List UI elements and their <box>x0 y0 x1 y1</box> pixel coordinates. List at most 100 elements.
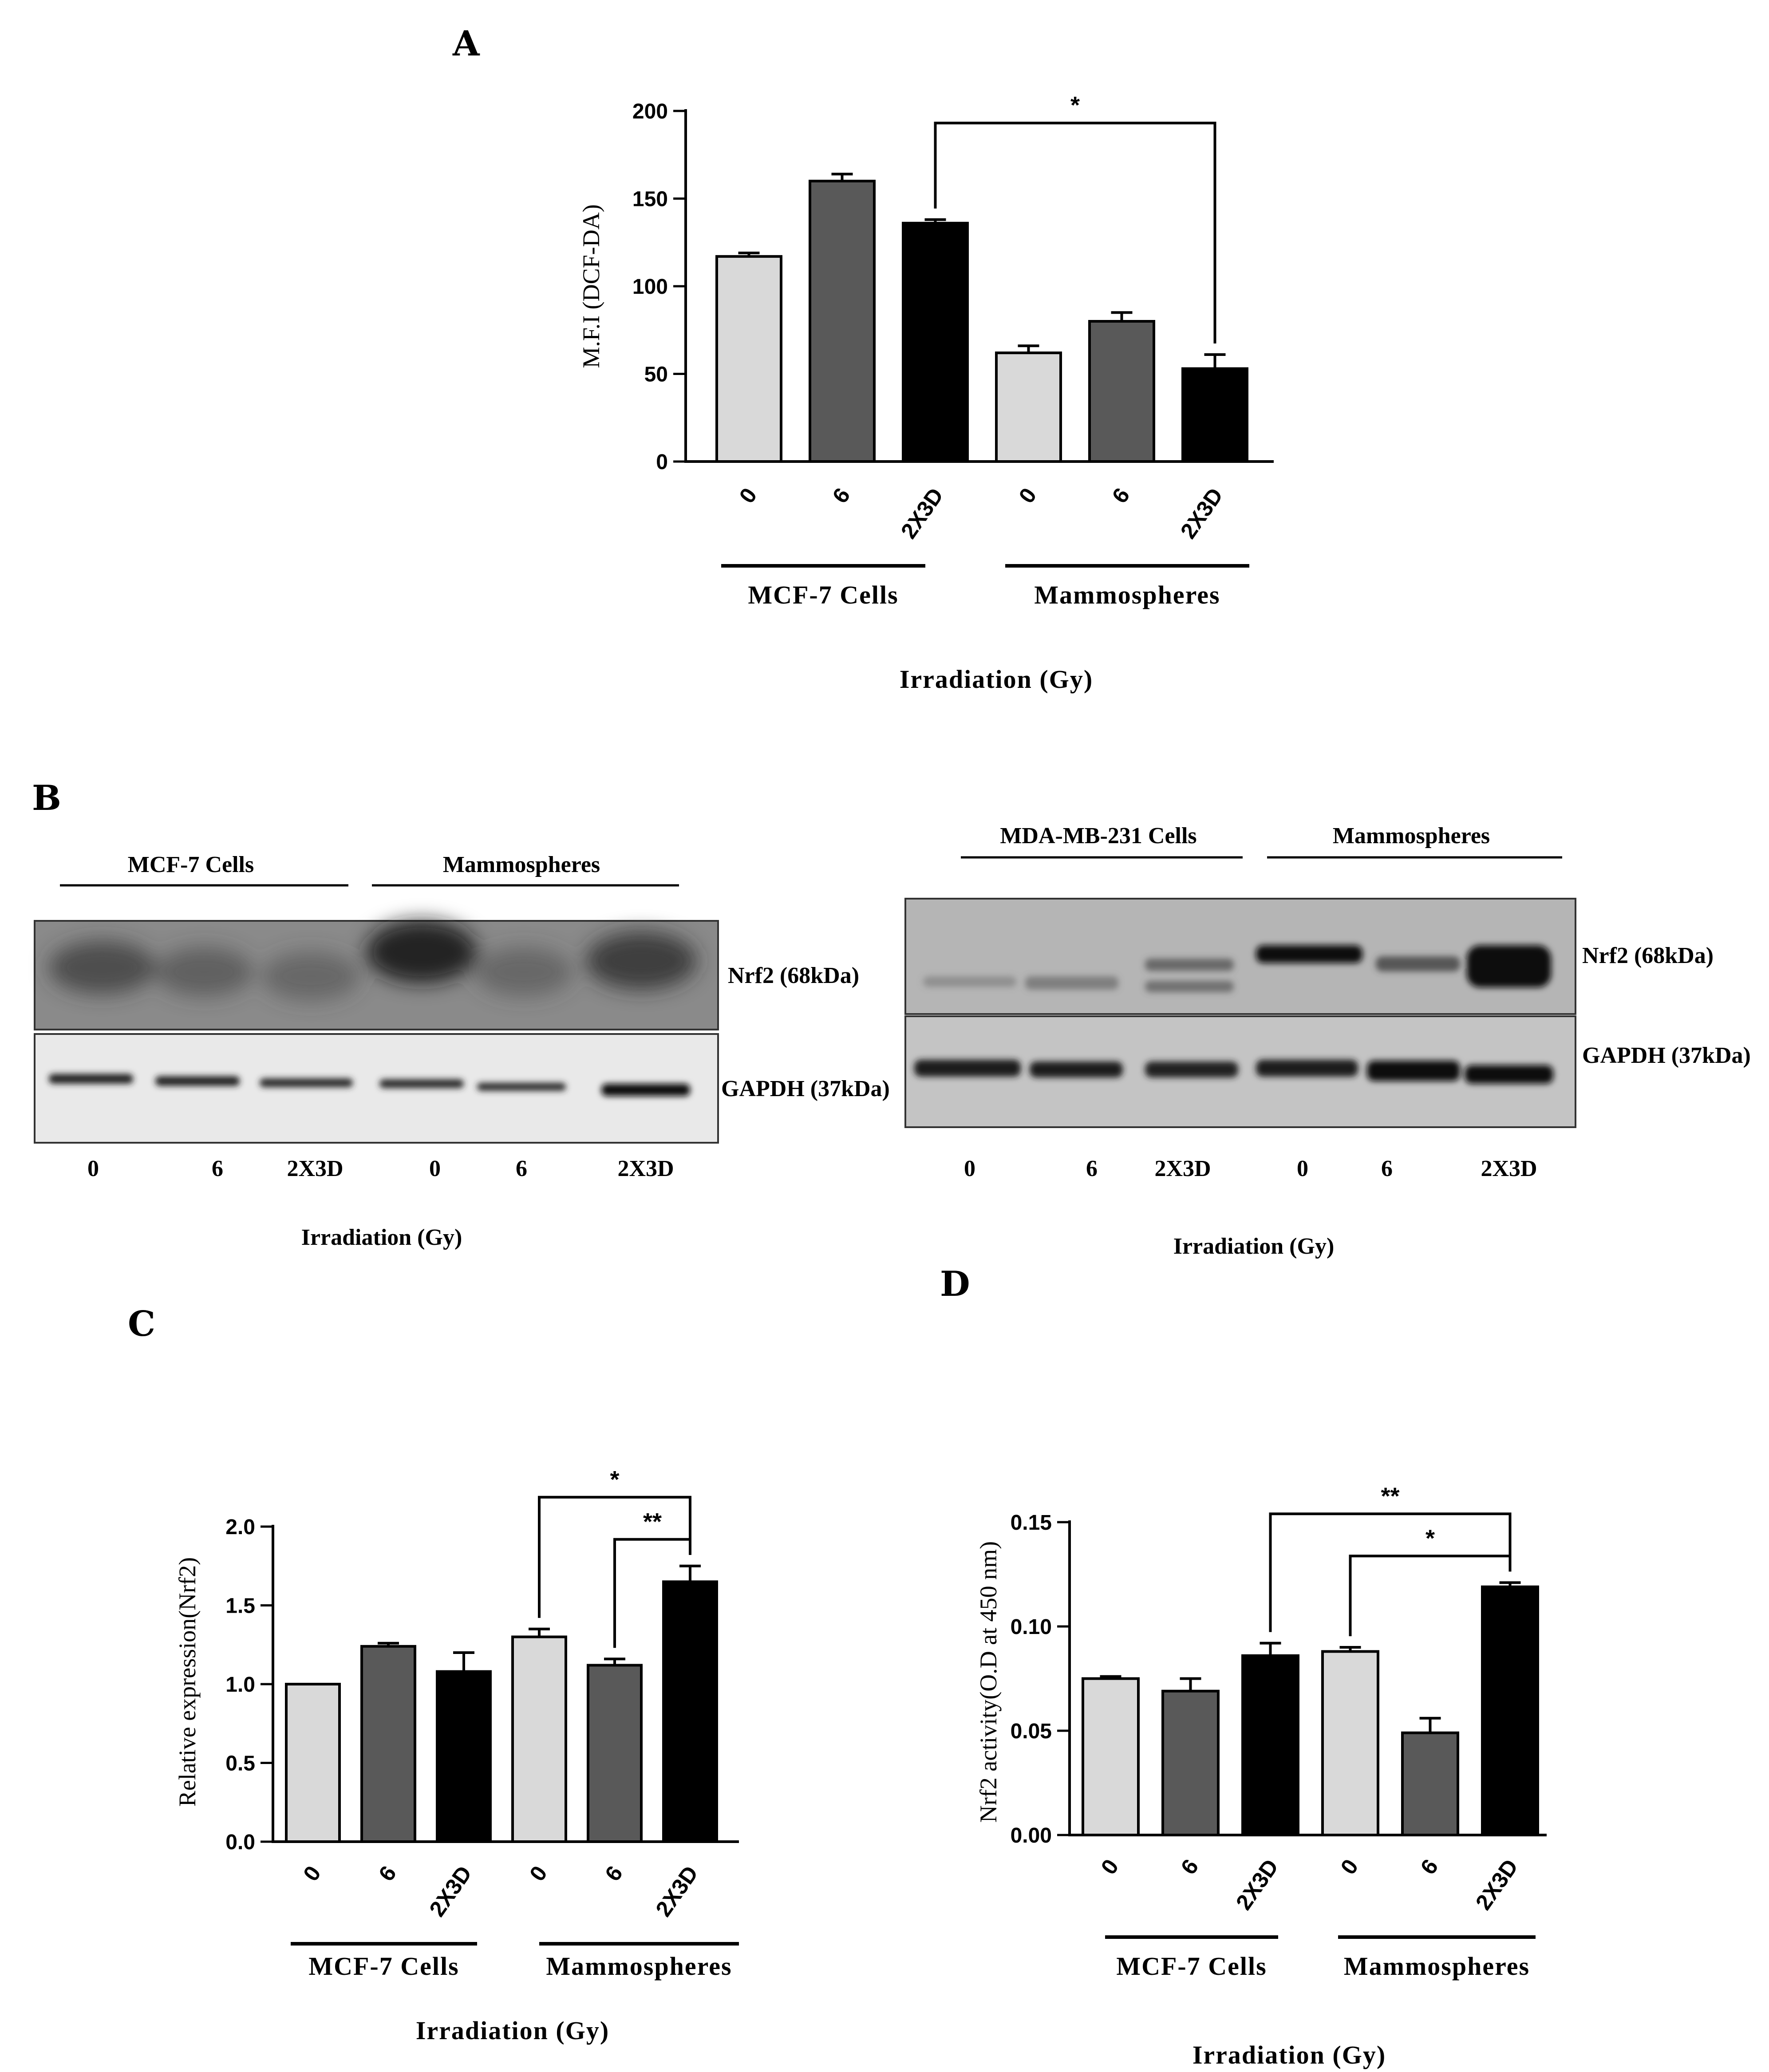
category-label: 2X3D <box>1471 1855 1523 1914</box>
bar <box>1481 1585 1539 1836</box>
blot-lane-label: 2X3D <box>617 1156 674 1181</box>
blot-lane-label: 2X3D <box>1481 1156 1537 1181</box>
blot-lane-label: 6 <box>1086 1156 1098 1181</box>
y-tick-label: 0 <box>656 450 668 474</box>
y-tick-label: 150 <box>632 188 668 211</box>
bar <box>511 1635 567 1843</box>
blot-lane-label: 0 <box>1297 1156 1308 1181</box>
category-label: 0 <box>1096 1855 1124 1879</box>
x-axis-title: Irradiation (Gy) <box>1192 2040 1386 2069</box>
bar <box>285 1683 341 1843</box>
category-label: 0 <box>525 1861 552 1886</box>
bar <box>360 1645 416 1843</box>
y-tick-label: 50 <box>644 363 668 387</box>
blot-lane-label: 0 <box>429 1156 441 1181</box>
category-label: 2X3D <box>896 483 948 543</box>
y-tick-label: 0.5 <box>225 1752 255 1776</box>
bar <box>1181 367 1248 463</box>
y-tick-label: 0.15 <box>1011 1511 1052 1535</box>
category-label: 2X3D <box>1176 483 1228 543</box>
blot-lane-label: 2X3D <box>1154 1156 1211 1181</box>
bar <box>902 221 969 463</box>
western-blot-right: MDA-MB-231 Cells Mammospheres Nrf2 (68kD… <box>904 823 1751 1259</box>
blot-lane-label: 6 <box>212 1156 223 1181</box>
bar <box>1161 1689 1220 1836</box>
significance-label: ** <box>1381 1483 1399 1509</box>
chart-c: 0.0 0.5 1.0 1.5 2.0 Relative expression(Nrf2)… <box>174 1466 739 2045</box>
y-tick-label: 100 <box>632 275 668 299</box>
panel-letter-a: A <box>452 24 480 64</box>
group-label: MCF-7 Cells <box>748 580 898 609</box>
blot-band-label: Nrf2 (68kDa) <box>1582 943 1714 968</box>
western-blot-left: MCF-7 Cells Mammospheres Nrf2 (68kDa) GA… <box>34 852 890 1250</box>
y-tick-label: 2.0 <box>225 1516 255 1539</box>
significance-bracket <box>1349 1555 1512 1636</box>
significance-label: * <box>1070 92 1080 118</box>
category-label: 2X3D <box>1231 1855 1283 1914</box>
chart-d: 0.00 0.05 0.10 0.15 Nrf2 activity(O.D at 450… <box>975 1483 1547 2069</box>
category-label: 6 <box>1416 1855 1443 1879</box>
group-label: Mammospheres <box>1344 1952 1530 1981</box>
blot-lane-label: 0 <box>87 1156 99 1181</box>
blot-lane-label: 6 <box>516 1156 527 1181</box>
chart-a: 0 50 100 150 200 M.F.I (DCF-DA) 0 6 2X3D 0 6 2X3D MC… <box>578 92 1274 694</box>
significance-bracket <box>613 1538 691 1648</box>
bar <box>995 351 1062 463</box>
category-label: 2X3D <box>424 1861 477 1921</box>
blot-lane-label: 2X3D <box>287 1156 343 1181</box>
y-tick-label: 0.0 <box>225 1831 255 1854</box>
category-label: 6 <box>600 1861 628 1886</box>
blot-group-label: MDA-MB-231 Cells <box>1000 823 1196 849</box>
y-tick-label: 1.0 <box>225 1673 255 1697</box>
bar <box>587 1664 643 1843</box>
y-tick-label: 1.5 <box>225 1594 255 1618</box>
group-label: Mammospheres <box>1034 580 1220 609</box>
blot-group-label: Mammospheres <box>443 852 600 877</box>
y-axis-label: Relative expression(Nrf2) <box>174 1557 201 1807</box>
bar <box>1321 1650 1379 1836</box>
blot-group-label: MCF-7 Cells <box>128 852 254 877</box>
category-label: 6 <box>1107 483 1135 508</box>
bar <box>1082 1677 1140 1836</box>
category-label: 0 <box>734 483 762 508</box>
blot-nrf2-bands <box>923 945 1551 992</box>
category-label: 0 <box>1336 1855 1363 1879</box>
significance-label: * <box>1425 1525 1435 1551</box>
group-label: MCF-7 Cells <box>308 1952 459 1981</box>
bar <box>809 180 876 463</box>
significance-bracket <box>538 1496 691 1618</box>
group-label: MCF-7 Cells <box>1116 1952 1267 1981</box>
bar <box>436 1670 492 1843</box>
category-label: 6 <box>1176 1855 1204 1879</box>
blot-group-label: Mammospheres <box>1333 823 1490 849</box>
significance-bracket <box>1269 1512 1512 1632</box>
panel-letter-c: C <box>128 1304 155 1344</box>
bar <box>1241 1654 1299 1837</box>
blot-band-label: GAPDH (37kDa) <box>1582 1043 1751 1068</box>
blot-lane-label: 0 <box>964 1156 975 1181</box>
blot-nrf2-membrane <box>904 898 1576 1015</box>
y-axis-label: Nrf2 activity(O.D at 450 nm) <box>975 1541 1002 1823</box>
bar <box>1088 320 1155 463</box>
x-axis-title: Irradiation (Gy) <box>416 2016 609 2045</box>
blot-lane-label: 6 <box>1381 1156 1393 1181</box>
y-tick-label: 0.05 <box>1011 1720 1052 1743</box>
panel-letter-d: D <box>940 1264 970 1304</box>
blot-gapdh-bands <box>914 1060 1553 1084</box>
y-tick-label: 200 <box>632 100 668 123</box>
blot-band-label: GAPDH (37kDa) <box>721 1076 890 1101</box>
blot-nrf2-bands <box>49 921 697 1001</box>
category-label: 0 <box>1014 483 1042 508</box>
category-label: 6 <box>374 1861 401 1886</box>
blot-band-label: Nrf2 (68kDa) <box>728 963 859 988</box>
blot-x-title: Irradiation (Gy) <box>301 1225 462 1250</box>
category-label: 2X3D <box>651 1861 703 1921</box>
category-label: 6 <box>828 483 855 508</box>
bar <box>715 255 782 463</box>
blot-x-title: Irradiation (Gy) <box>1173 1234 1335 1259</box>
bar <box>662 1580 718 1843</box>
bar <box>1401 1731 1459 1836</box>
panel-letter-b: B <box>32 778 61 818</box>
x-axis-title: Irradiation (Gy) <box>900 665 1093 694</box>
